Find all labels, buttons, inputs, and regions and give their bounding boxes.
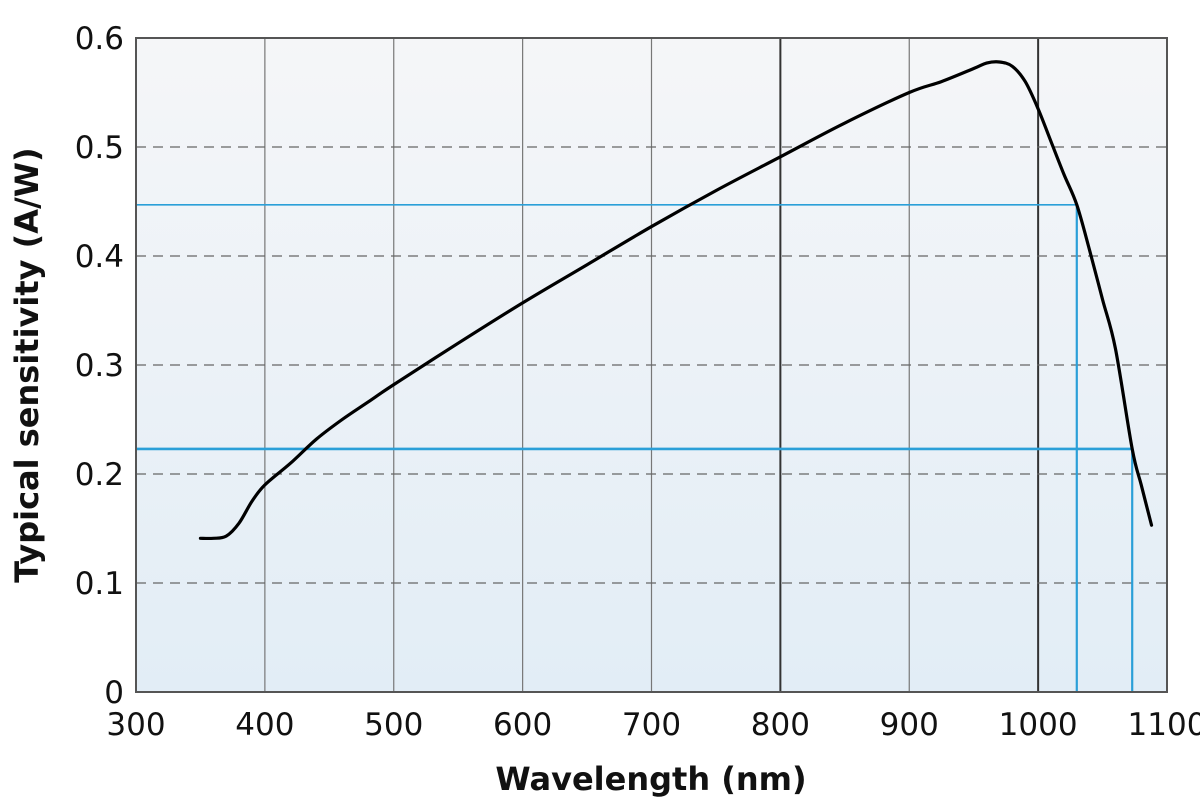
plot-frame [135,37,1168,693]
y-axis-title: Typical sensitivity (A/W) [8,147,46,582]
y-tick-label: 0.6 [75,21,124,57]
x-tick-label: 700 [622,707,681,743]
x-tick-label: 500 [364,707,423,743]
x-tick-label: 1100 [1128,707,1200,743]
y-tick-label: 0.1 [75,566,124,602]
y-tick-label: 0.2 [75,457,124,493]
x-tick-label: 600 [493,707,552,743]
x-tick-label: 1000 [999,707,1078,743]
x-tick-label: 900 [880,707,939,743]
x-tick-label: 300 [106,707,165,743]
y-tick-label: 0.5 [75,130,124,166]
x-tick-label: 400 [235,707,294,743]
grid-lines [136,38,1167,692]
x-axis-title: Wavelength (nm) [495,760,806,798]
y-tick-label: 0.4 [75,239,124,275]
sensitivity-curve [198,60,1154,541]
y-axis-tick-labels: 0 0.1 0.2 0.3 0.4 0.5 0.6 [75,21,124,711]
y-tick-label: 0.3 [75,348,124,384]
reference-lines [136,203,1134,692]
x-tick-label: 800 [751,707,810,743]
x-axis-tick-labels: 300 400 500 600 700 800 900 1000 1100 [106,707,1200,743]
y-tick-label: 0 [104,675,124,711]
